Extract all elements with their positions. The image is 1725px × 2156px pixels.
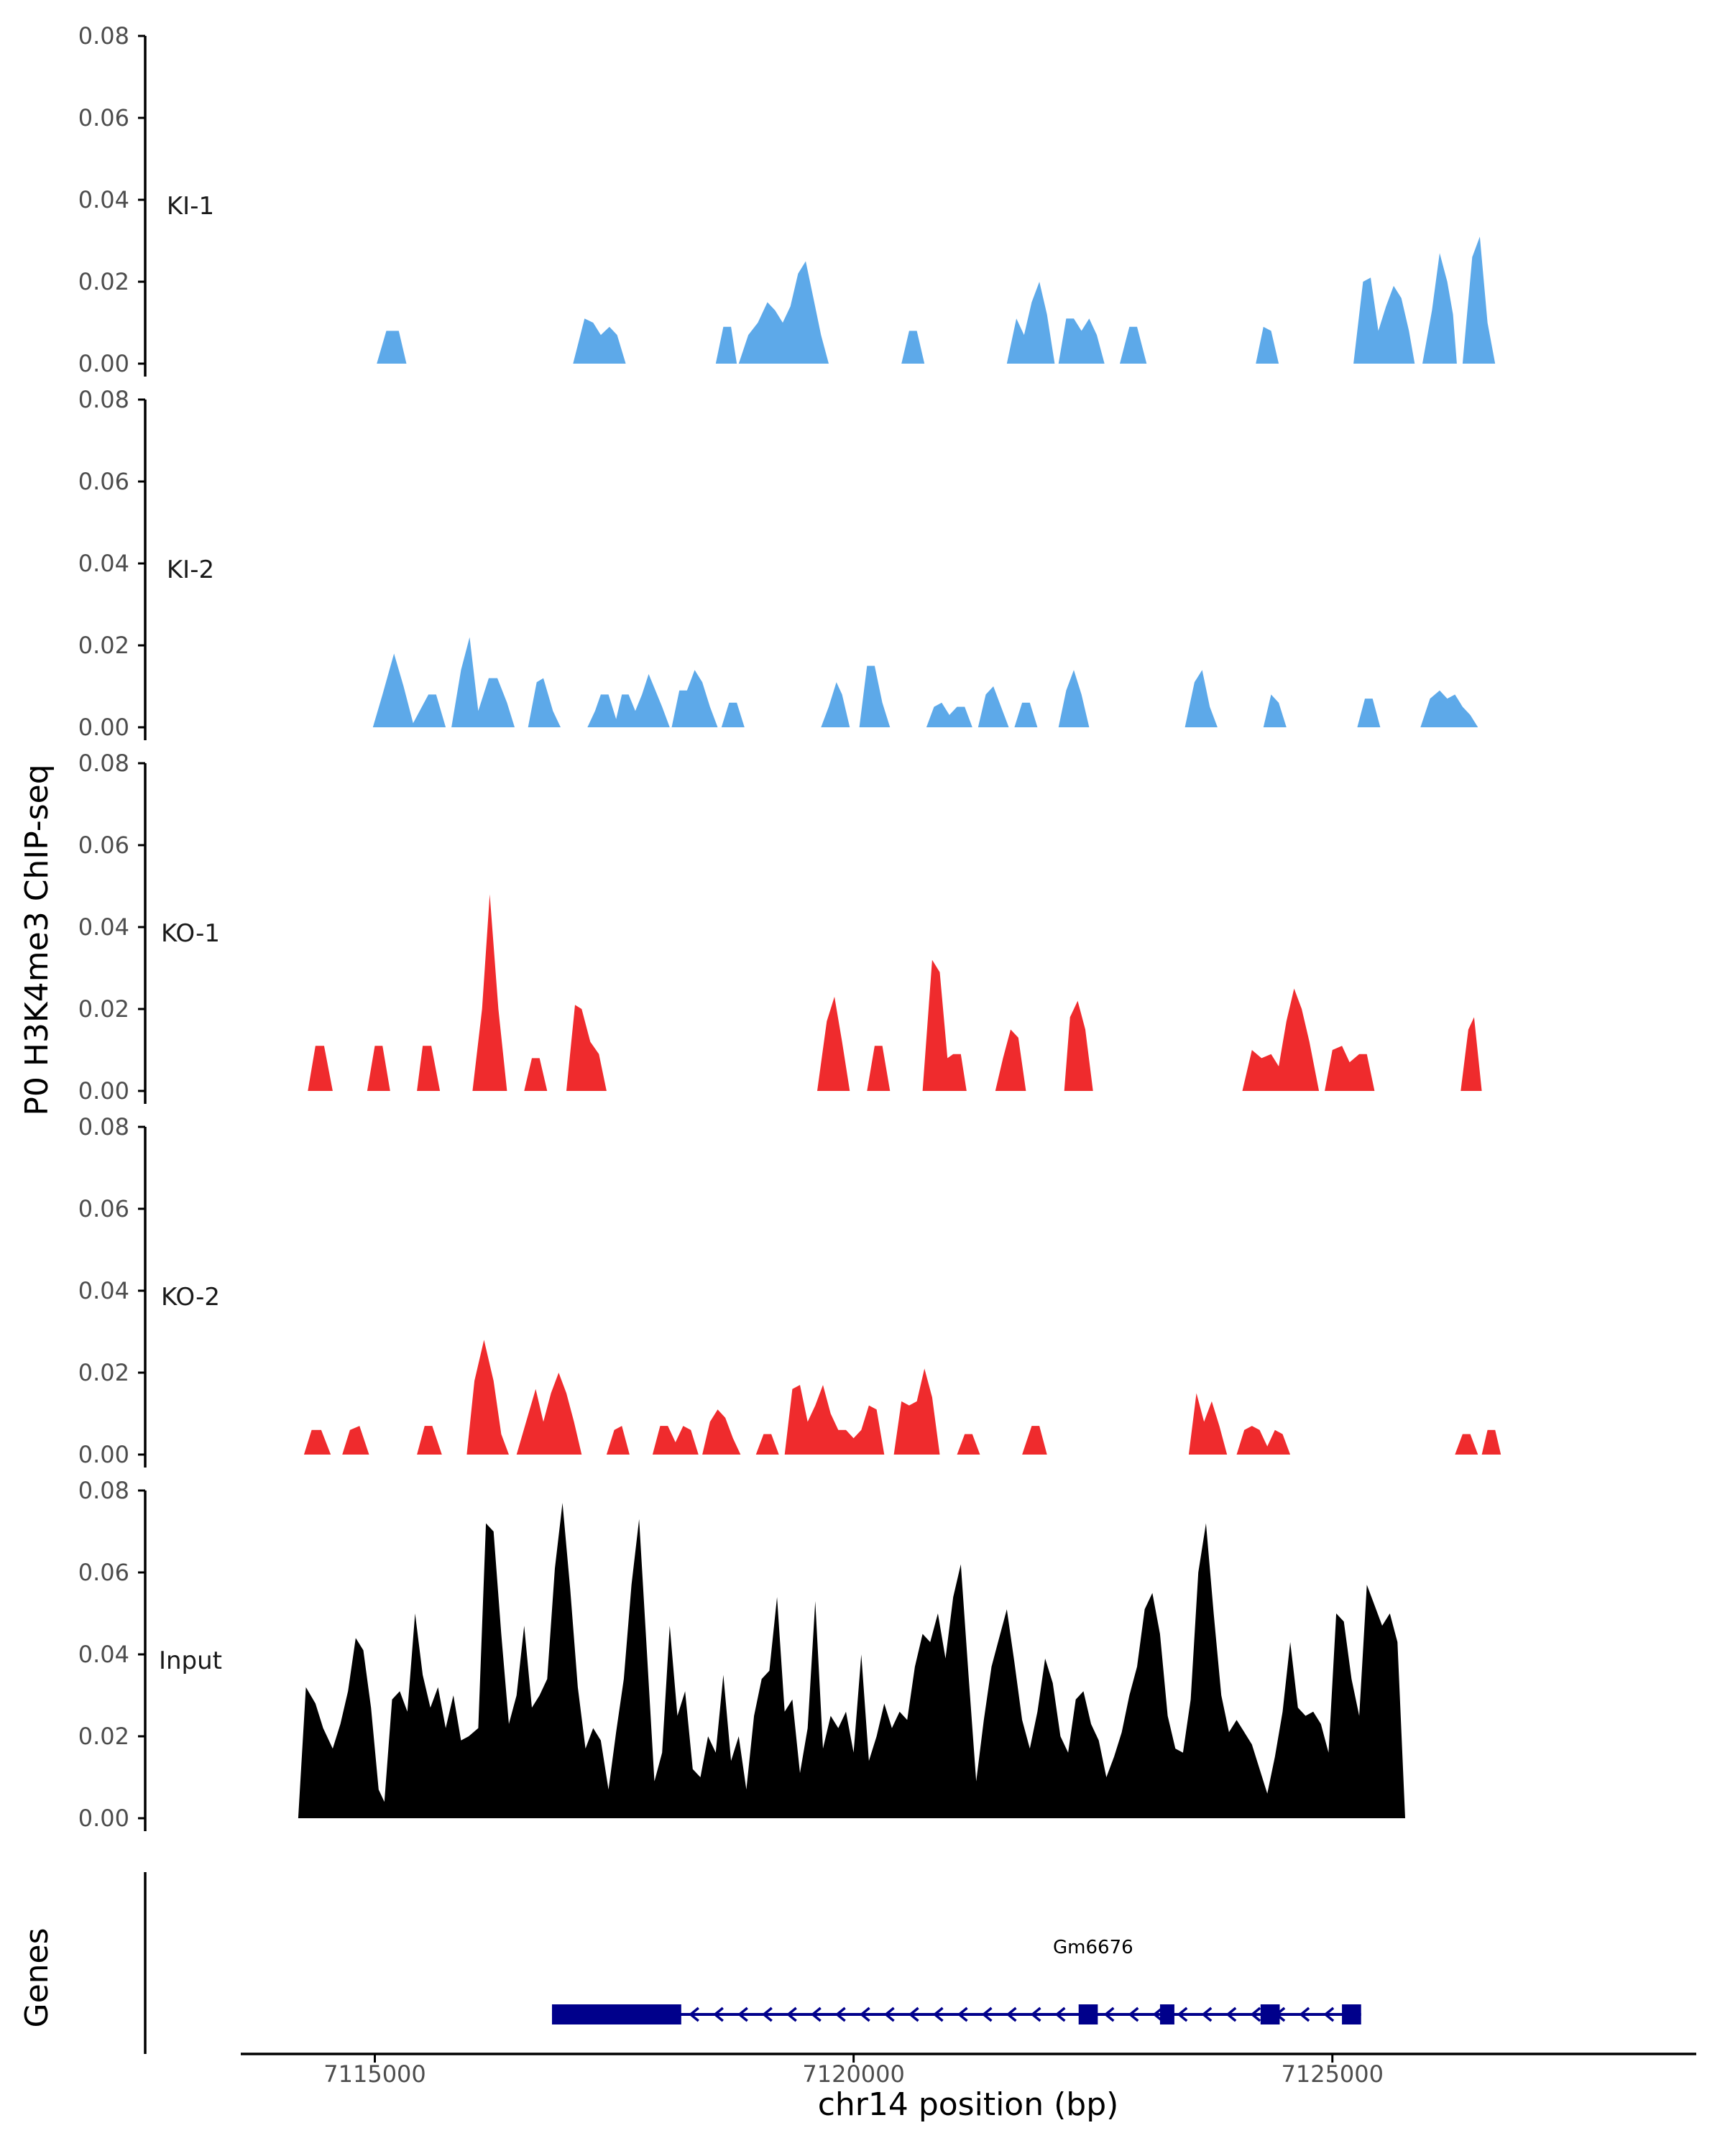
y-tick-label-ko-1: 0.04 <box>78 913 129 941</box>
y-tick-label-ki-2: 0.06 <box>78 468 129 495</box>
y-tick-label-ki-1: 0.02 <box>78 268 129 295</box>
strand-arrow <box>810 2007 822 2022</box>
x-tick-label: 7120000 <box>802 2060 905 2088</box>
track-label-ko-2: KO-2 <box>161 1283 220 1312</box>
y-axis-title: P0 H3K4me3 ChIP-seq <box>19 764 55 1115</box>
y-tick-label-ko-1: 0.06 <box>78 831 129 859</box>
y-tick-label-ki-2: 0.04 <box>78 550 129 577</box>
track-label-input: Input <box>159 1646 222 1675</box>
gene-exon <box>1078 2004 1098 2024</box>
y-tick-label-input: 0.02 <box>78 1723 129 1750</box>
strand-arrow <box>1201 2007 1213 2022</box>
y-tick-label-ko-1: 0.02 <box>78 995 129 1023</box>
y-tick-label-ko-1: 0.00 <box>78 1077 129 1105</box>
track-input: 0.00 0.02 0.04 0.06 0.08 Input <box>78 1477 1405 1832</box>
y-tick-label-ko-2: 0.06 <box>78 1195 129 1222</box>
strand-arrow <box>1299 2007 1310 2022</box>
track-ki-2: 0.00 0.02 0.04 0.06 0.08 KI-2 <box>78 386 1478 741</box>
strand-arrow <box>908 2007 919 2022</box>
track-ki-1: 0.00 0.02 0.04 0.06 0.08 KI-1 <box>78 22 1496 377</box>
coverage-area-ki-2 <box>372 637 1478 727</box>
strand-arrow <box>761 2007 773 2022</box>
track-label-ki-1: KI-1 <box>167 192 214 221</box>
y-tick-label-ko-1: 0.08 <box>78 750 129 777</box>
strand-arrow <box>981 2007 993 2022</box>
y-tick-label-ki-2: 0.08 <box>78 386 129 413</box>
strand-arrow <box>713 2007 724 2022</box>
gene-name-label: Gm6676 <box>1053 1937 1133 1958</box>
strand-arrow <box>1152 2007 1164 2022</box>
y-tick-label-input: 0.08 <box>78 1477 129 1504</box>
coverage-area-ki-1 <box>377 236 1496 364</box>
strand-arrow <box>1103 2007 1115 2022</box>
y-tick-label-ko-2: 0.02 <box>78 1359 129 1386</box>
coverage-area-ko-1 <box>308 894 1482 1091</box>
track-label-ki-2: KI-2 <box>167 556 214 584</box>
strand-arrow <box>737 2007 748 2022</box>
strand-arrow <box>1250 2007 1261 2022</box>
gene-exon <box>1260 2004 1280 2024</box>
strand-arrow <box>786 2007 797 2022</box>
y-tick-label-ko-2: 0.04 <box>78 1277 129 1304</box>
track-ko-2: 0.00 0.02 0.04 0.06 0.08 KO-2 <box>78 1113 1501 1468</box>
strand-arrow <box>932 2007 944 2022</box>
strand-arrow <box>883 2007 895 2022</box>
y-tick-label-ki-1: 0.04 <box>78 186 129 213</box>
y-tick-label-ki-1: 0.06 <box>78 104 129 132</box>
y-tick-label-ki-2: 0.02 <box>78 632 129 659</box>
strand-arrow <box>1054 2007 1066 2022</box>
strand-arrow <box>1177 2007 1188 2022</box>
track-ko-1: 0.00 0.02 0.04 0.06 0.08 KO-1 <box>78 750 1482 1105</box>
y-tick-label-input: 0.06 <box>78 1559 129 1586</box>
y-tick-label-ki-2: 0.00 <box>78 714 129 741</box>
y-tick-label-ko-2: 0.00 <box>78 1441 129 1468</box>
y-tick-label-ki-1: 0.00 <box>78 350 129 377</box>
strand-arrow <box>1225 2007 1237 2022</box>
x-axis: chr14 position (bp) 7115000 7120000 712500… <box>241 2053 1696 2123</box>
y-tick-label-input: 0.04 <box>78 1641 129 1668</box>
gene-exon <box>1342 2004 1361 2024</box>
strand-arrow <box>1006 2007 1017 2022</box>
strand-arrow <box>834 2007 846 2022</box>
strand-arrow <box>1030 2007 1041 2022</box>
strand-arrow <box>1323 2007 1335 2022</box>
x-tick-label: 7125000 <box>1281 2060 1384 2088</box>
strand-arrow <box>859 2007 870 2022</box>
strand-arrow <box>1128 2007 1139 2022</box>
genes-panel: Genes Gm6676 <box>19 1872 1361 2054</box>
genes-track-title: Genes <box>19 1927 55 2027</box>
gene-exon <box>1159 2004 1174 2024</box>
y-tick-label-ki-1: 0.08 <box>78 22 129 50</box>
gene-exon <box>551 2004 681 2024</box>
y-tick-label-input: 0.00 <box>78 1805 129 1832</box>
x-tick-label: 7115000 <box>323 2060 426 2088</box>
track-label-ko-1: KO-1 <box>161 919 220 948</box>
strand-arrow <box>957 2007 968 2022</box>
coverage-area-input <box>298 1503 1405 1818</box>
x-axis-title: chr14 position (bp) <box>818 2086 1119 2123</box>
coverage-area-ko-2 <box>303 1340 1501 1455</box>
y-tick-label-ko-2: 0.08 <box>78 1113 129 1141</box>
strand-arrow <box>689 2007 699 2022</box>
tracks-layer: 0.00 0.02 0.04 0.06 0.08 KI-1 0.00 0.02 0.04 0.06… <box>78 22 1501 1832</box>
